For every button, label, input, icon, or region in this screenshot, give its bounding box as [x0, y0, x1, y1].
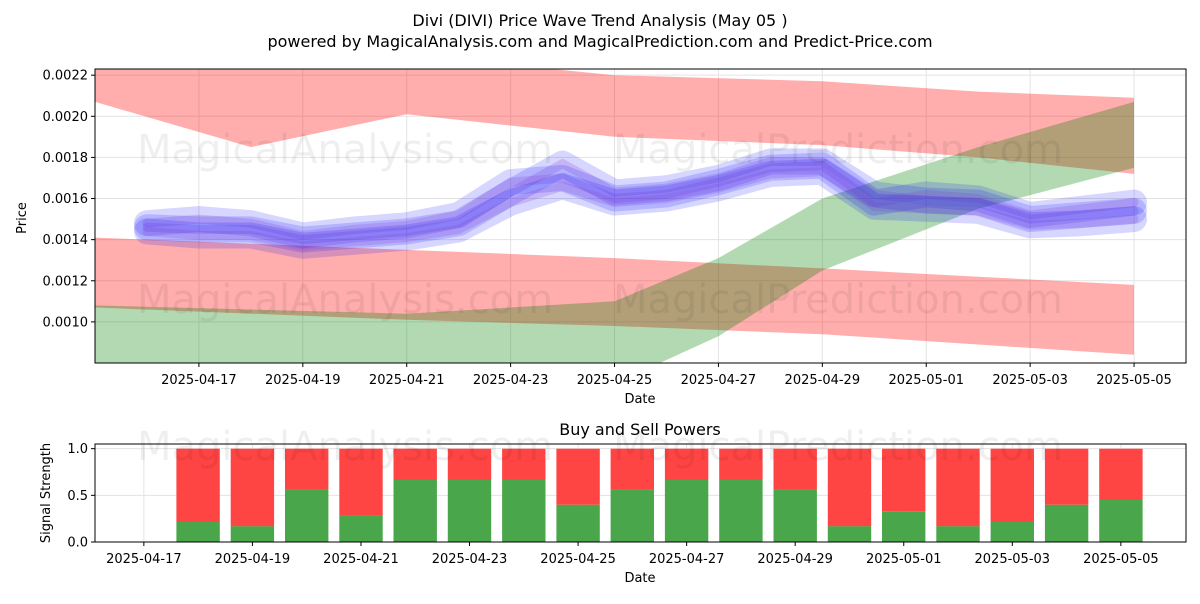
sell-power-bar: [393, 448, 437, 480]
buy-power-bar: [664, 479, 709, 542]
buy-power-bar: [1044, 504, 1089, 542]
price-x-tick-label: 2025-04-21: [369, 373, 445, 388]
sell-power-bar: [339, 448, 383, 516]
signal-y-tick-label: 0.5: [67, 489, 88, 504]
wave-line-2: [142, 167, 1139, 251]
price-x-tick-label: 2025-05-01: [888, 373, 964, 388]
sell-power-bar: [502, 448, 546, 480]
buy-power-bar: [610, 489, 654, 542]
signal-axes: 2025-04-17 2025-04-19 2025-04-21 2025-04-23…: [67, 442, 1158, 567]
price-y-tick-label: 0.0020: [43, 110, 89, 125]
buy-power-bar: [882, 511, 926, 542]
signal-bars: [176, 448, 1143, 542]
buy-power-bar: [827, 526, 872, 542]
sell-power-bar: [773, 448, 817, 490]
price-y-tick-label: 0.0012: [43, 274, 89, 289]
buy-power-bar: [556, 504, 600, 542]
signal-x-tick-label: 2025-05-03: [975, 552, 1051, 567]
price-axes: 2025-04-17 2025-04-19 2025-04-21 2025-04-23…: [43, 69, 1172, 388]
buy-power-bar: [176, 521, 220, 542]
chart-subtitle: powered by MagicalAnalysis.com and Magic…: [267, 32, 932, 51]
price-plot-frame: [94, 68, 1187, 364]
sell-power-bar: [285, 448, 329, 490]
signal-x-tick-label: 2025-04-23: [432, 552, 508, 567]
signal-y-tick-label: 0.0: [67, 536, 88, 551]
buy-power-bar: [936, 526, 980, 542]
sell-power-bar: [664, 448, 709, 480]
buy-power-bar: [773, 489, 817, 542]
price-bands: [95, 69, 1134, 363]
red-trend-band-1: [95, 237, 1134, 355]
sell-power-bar: [1044, 448, 1089, 505]
price-y-tick-label: 0.0016: [43, 192, 89, 207]
buy-power-bar: [447, 479, 492, 542]
watermark-prediction-bottom: MagicalPrediction.com: [613, 424, 1063, 470]
sell-power-bar: [936, 448, 980, 527]
buy-power-bar: [393, 479, 437, 542]
wave-line-0: [142, 157, 1139, 245]
sell-power-bar: [827, 448, 872, 527]
buy-power-bar: [1099, 500, 1143, 542]
buy-power-bar: [719, 479, 763, 542]
signal-y-axis-label: Signal Strength: [39, 443, 54, 543]
sell-power-bar: [556, 448, 600, 505]
watermark-analysis-mid: MagicalAnalysis.com: [137, 277, 553, 323]
price-x-tick-label: 2025-04-29: [785, 373, 861, 388]
red-trend-band-0: [95, 69, 1134, 174]
sell-power-bar: [610, 448, 654, 490]
sell-power-bar: [447, 448, 492, 480]
price-chart: MagicalAnalysis.com MagicalPrediction.co…: [15, 68, 1187, 407]
signal-x-tick-label: 2025-04-29: [757, 552, 833, 567]
buy-power-bar: [339, 515, 383, 542]
signal-x-tick-label: 2025-04-19: [215, 552, 291, 567]
wave-envelope-0: [134, 148, 1147, 253]
signal-y-tick-label: 1.0: [67, 442, 88, 457]
buy-power-bar: [285, 489, 329, 542]
price-x-tick-label: 2025-05-03: [992, 373, 1068, 388]
price-y-axis-label: Price: [15, 202, 30, 234]
price-x-tick-label: 2025-04-23: [473, 373, 549, 388]
buy-power-bar: [230, 526, 275, 542]
price-x-tick-label: 2025-05-05: [1096, 373, 1172, 388]
sell-power-bar: [719, 448, 763, 480]
signal-plot-frame: [94, 443, 1187, 543]
wave-envelope-1: [134, 152, 1147, 249]
price-waves: [134, 148, 1147, 259]
signal-x-tick-label: 2025-04-25: [540, 552, 616, 567]
signal-x-tick-label: 2025-04-21: [323, 552, 399, 567]
signal-x-axis-label: Date: [624, 571, 655, 586]
price-grid: [95, 69, 1186, 363]
price-y-tick-label: 0.0010: [43, 315, 89, 330]
sell-power-bar: [1099, 448, 1143, 500]
price-x-tick-label: 2025-04-25: [577, 373, 653, 388]
price-y-tick-label: 0.0014: [43, 233, 89, 248]
chart-title: Divi (DIVI) Price Wave Trend Analysis (M…: [412, 11, 787, 30]
sell-power-bar: [990, 448, 1034, 522]
watermark-analysis-top: MagicalAnalysis.com: [137, 127, 553, 173]
wave-line-1: [142, 161, 1139, 240]
watermark-prediction-top: MagicalPrediction.com: [613, 127, 1063, 173]
signal-chart-title: Buy and Sell Powers: [559, 420, 721, 439]
sell-power-bar: [176, 448, 220, 522]
signal-x-tick-label: 2025-04-27: [649, 552, 725, 567]
price-x-axis-label: Date: [624, 392, 655, 407]
buy-power-bar: [990, 521, 1034, 542]
signal-chart: Buy and Sell Powers MagicalAnalysis.com …: [39, 420, 1187, 586]
price-x-tick-label: 2025-04-17: [161, 373, 237, 388]
sell-power-bar: [230, 448, 275, 527]
signal-x-tick-label: 2025-05-01: [866, 552, 942, 567]
watermark-analysis-bottom: MagicalAnalysis.com: [137, 424, 553, 470]
watermark-prediction-mid: MagicalPrediction.com: [613, 277, 1063, 323]
price-x-tick-label: 2025-04-19: [265, 373, 341, 388]
price-y-tick-label: 0.0018: [43, 151, 89, 166]
price-x-tick-label: 2025-04-27: [681, 373, 757, 388]
signal-x-tick-label: 2025-04-17: [106, 552, 182, 567]
signal-x-tick-label: 2025-05-05: [1083, 552, 1159, 567]
wave-envelope-2: [134, 158, 1147, 259]
green-trend-band-2: [95, 101, 1134, 363]
price-y-tick-label: 0.0022: [43, 69, 89, 84]
buy-power-bar: [502, 479, 546, 542]
sell-power-bar: [882, 448, 926, 512]
